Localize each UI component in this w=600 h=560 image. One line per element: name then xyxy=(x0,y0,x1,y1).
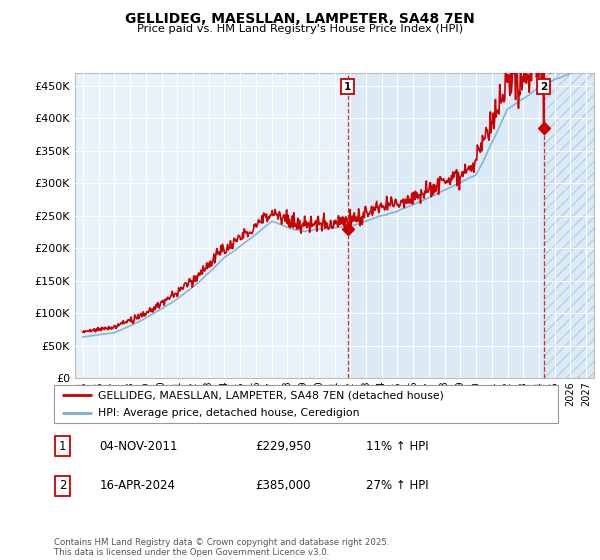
Text: 11% ↑ HPI: 11% ↑ HPI xyxy=(367,440,429,453)
Text: GELLIDEG, MAESLLAN, LAMPETER, SA48 7EN: GELLIDEG, MAESLLAN, LAMPETER, SA48 7EN xyxy=(125,12,475,26)
Text: £385,000: £385,000 xyxy=(256,479,311,492)
Text: Contains HM Land Registry data © Crown copyright and database right 2025.
This d: Contains HM Land Registry data © Crown c… xyxy=(54,538,389,557)
Text: 2: 2 xyxy=(540,82,547,91)
Text: £229,950: £229,950 xyxy=(256,440,311,453)
Text: 1: 1 xyxy=(59,440,67,453)
Bar xyxy=(544,73,594,378)
Text: HPI: Average price, detached house, Ceredigion: HPI: Average price, detached house, Cere… xyxy=(98,408,360,418)
Text: 2: 2 xyxy=(59,479,67,492)
Text: 04-NOV-2011: 04-NOV-2011 xyxy=(100,440,178,453)
Text: Price paid vs. HM Land Registry's House Price Index (HPI): Price paid vs. HM Land Registry's House … xyxy=(137,24,463,34)
Text: 16-APR-2024: 16-APR-2024 xyxy=(100,479,175,492)
FancyBboxPatch shape xyxy=(54,385,558,423)
Text: GELLIDEG, MAESLLAN, LAMPETER, SA48 7EN (detached house): GELLIDEG, MAESLLAN, LAMPETER, SA48 7EN (… xyxy=(98,390,444,400)
Bar xyxy=(350,73,594,378)
Text: 27% ↑ HPI: 27% ↑ HPI xyxy=(367,479,429,492)
Text: 1: 1 xyxy=(344,82,352,91)
